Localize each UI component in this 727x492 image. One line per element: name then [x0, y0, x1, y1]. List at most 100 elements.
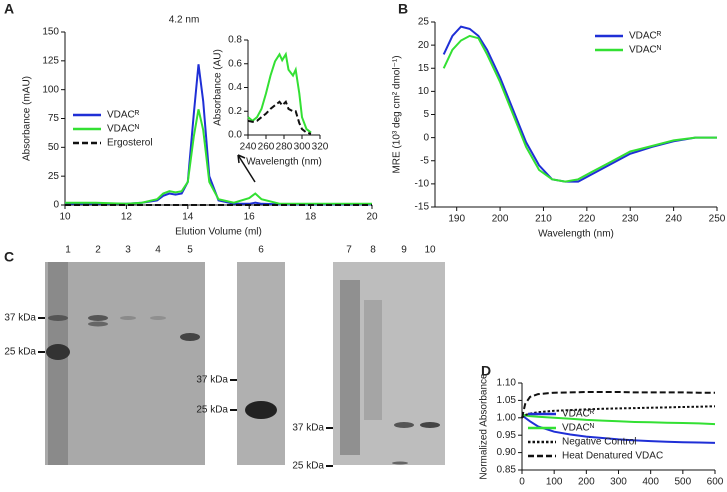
lane-label: 1	[65, 245, 71, 256]
x-tick-label: 16	[244, 212, 256, 223]
y-tick-label: 0	[53, 200, 59, 211]
annotation: 4.2 nm	[169, 15, 200, 26]
y-tick-label: 150	[42, 27, 59, 38]
legend-label: Heat Denatured VDAC	[562, 451, 663, 462]
gel-marker: 37 kDa	[4, 313, 36, 324]
y-tick-label: 0.8	[228, 35, 242, 46]
x-tick-label: 600	[707, 477, 724, 487]
lane-label: 3	[125, 245, 131, 256]
y-tick-label: 0	[423, 132, 429, 143]
gel-marker: 25 kDa	[196, 405, 228, 416]
y-tick-label: 75	[48, 113, 60, 124]
y-axis-label: Absorbance (mAU)	[22, 76, 33, 161]
series-line	[442, 25, 717, 183]
y-tick-label: -15	[415, 202, 430, 213]
x-tick-label: 200	[492, 214, 509, 225]
x-tick-label: 320	[312, 142, 329, 153]
lane-label: 5	[187, 245, 193, 256]
lane-label: 10	[424, 245, 436, 256]
x-tick-label: 200	[578, 477, 595, 487]
y-tick-label: 50	[48, 142, 60, 153]
y-tick-label: 0.6	[228, 58, 242, 69]
gel-marker-ticks	[38, 317, 333, 467]
panel-label: D	[481, 363, 491, 379]
series-line	[65, 109, 372, 205]
x-tick-label: 260	[258, 142, 275, 153]
x-tick-label: 20	[366, 212, 378, 223]
gel-marker: 25 kDa	[4, 347, 36, 358]
x-tick-label: 250	[709, 214, 726, 225]
y-tick-label: 20	[418, 40, 430, 51]
x-tick-label: 14	[182, 212, 194, 223]
legend-label: VDACᴺ	[629, 45, 662, 56]
series-line	[247, 51, 312, 134]
x-tick-label: 10	[59, 212, 71, 223]
y-tick-label: -5	[420, 155, 429, 166]
panel-label: C	[4, 249, 14, 265]
x-tick-label: 280	[276, 142, 293, 153]
y-tick-label: 100	[42, 84, 59, 95]
x-tick-label: 240	[665, 214, 682, 225]
y-tick-label: -10	[415, 179, 430, 190]
y-tick-label: 0.4	[228, 82, 242, 93]
y-tick-label: 10	[418, 86, 430, 97]
legend-label: VDACᴿ	[107, 110, 140, 121]
y-tick-label: 15	[418, 63, 430, 74]
y-tick-label: 0.2	[228, 106, 242, 117]
lane-label: 2	[95, 245, 101, 256]
x-tick-label: 220	[579, 214, 596, 225]
x-tick-label: 100	[546, 477, 563, 487]
y-tick-label: 25	[418, 17, 430, 28]
x-tick-label: 18	[305, 212, 317, 223]
x-tick-label: 240	[240, 142, 257, 153]
lane-label: 9	[401, 245, 407, 256]
gel-marker: 37 kDa	[196, 375, 228, 386]
arrow-head	[237, 154, 246, 164]
lane-label: 4	[155, 245, 161, 256]
y-tick-label: 125	[42, 55, 59, 66]
x-tick-label: 300	[294, 142, 311, 153]
legend-label: Negative Control	[562, 437, 636, 448]
panel-label: A	[4, 1, 14, 17]
y-axis-label: MRE (10³ deg cm² dmol⁻¹)	[392, 55, 403, 173]
y-tick-label: 0.90	[497, 447, 517, 458]
y-tick-label: 0.95	[497, 430, 517, 441]
x-tick-label: 0	[519, 477, 525, 487]
series-line	[521, 413, 716, 426]
y-tick-label: 1.05	[497, 395, 517, 406]
series-line	[521, 405, 716, 419]
x-tick-label: 12	[121, 212, 133, 223]
x-axis-label: Wavelength (nm)	[246, 157, 322, 168]
series-line	[521, 391, 715, 419]
x-tick-label: 230	[622, 214, 639, 225]
y-axis-label: Absorbance (AU)	[213, 49, 224, 126]
arrow	[237, 154, 256, 183]
legend-label: VDACᴺ	[562, 423, 595, 434]
gel-marker: 25 kDa	[292, 461, 324, 472]
legend-label: VDACᴺ	[107, 124, 140, 135]
series-line	[442, 34, 717, 183]
legend-label: VDACᴿ	[629, 31, 662, 42]
x-tick-label: 300	[610, 477, 627, 487]
legend-label: Ergosterol	[107, 138, 153, 149]
y-tick-label: 0.0	[228, 130, 242, 141]
x-axis-label: Elution Volume (ml)	[175, 227, 262, 238]
gel-images	[45, 262, 445, 465]
y-tick-label: 25	[48, 171, 60, 182]
y-axis-label: Normalized Absorbance	[479, 373, 490, 480]
series-line	[521, 413, 716, 444]
y-tick-label: 1.00	[497, 412, 517, 423]
lane-label: 7	[346, 245, 352, 256]
x-tick-label: 210	[535, 214, 552, 225]
y-tick-label: 0.85	[497, 465, 517, 476]
y-tick-label: 1.10	[497, 378, 517, 389]
panel-label: B	[398, 1, 408, 17]
series-line	[247, 100, 312, 135]
legend-label: VDACᴿ	[562, 409, 595, 420]
x-tick-label: 190	[448, 214, 465, 225]
gel-marker: 37 kDa	[292, 423, 324, 434]
x-tick-label: 400	[642, 477, 659, 487]
x-axis-label: Wavelength (nm)	[538, 229, 614, 240]
lane-label: 6	[258, 245, 264, 256]
